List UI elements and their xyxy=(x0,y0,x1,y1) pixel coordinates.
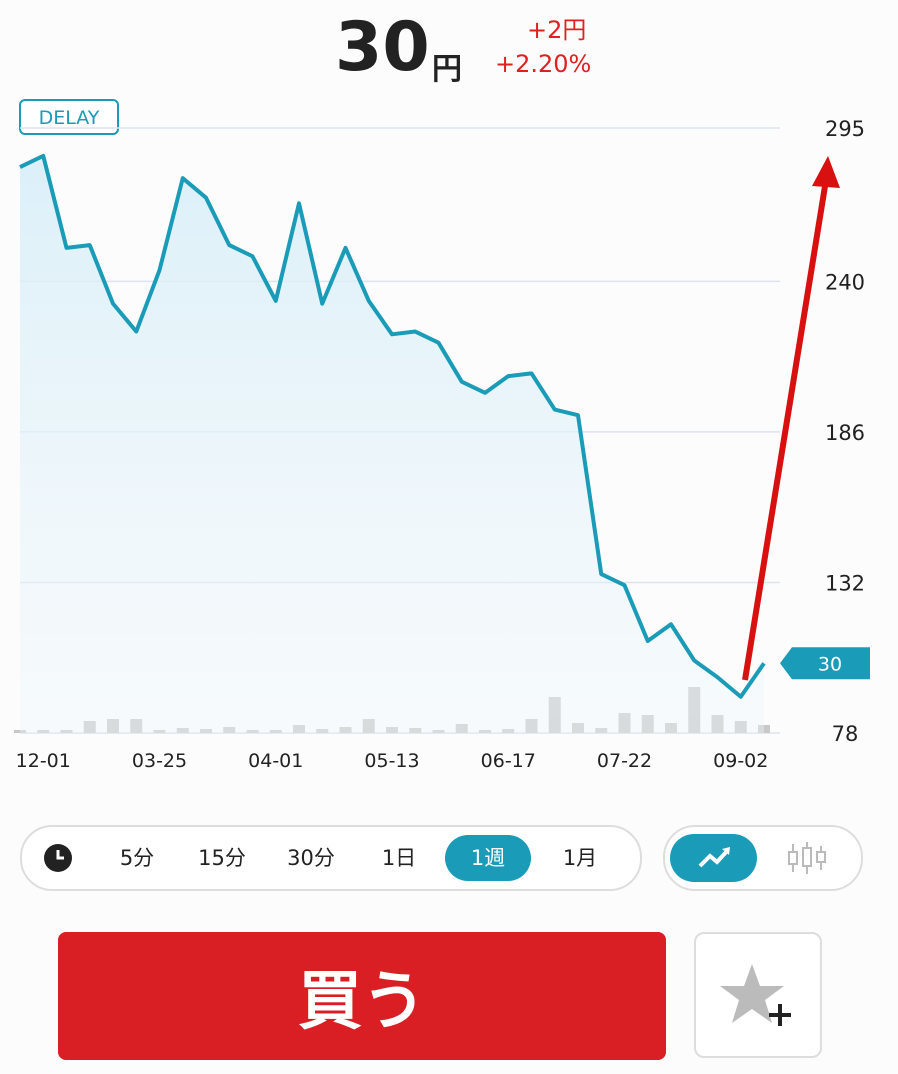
current-tag xyxy=(780,647,870,680)
x-tick-label: 05-13 xyxy=(364,750,419,772)
y-tick-label: 295 xyxy=(825,117,865,141)
x-tick-label: 06-17 xyxy=(481,750,536,772)
price-unit: 円 xyxy=(432,52,462,87)
timeframe-bar xyxy=(20,825,642,891)
price-line xyxy=(19,153,766,699)
timeframe-button[interactable]: 15分 xyxy=(198,846,246,870)
timeframe-button[interactable]: 1日 xyxy=(381,846,417,870)
delay-text: DELAY xyxy=(39,107,100,129)
arrow xyxy=(742,179,829,681)
timeframe-button[interactable]: 5分 xyxy=(119,846,155,870)
y-tick-label: 240 xyxy=(825,270,865,294)
favorite-button[interactable] xyxy=(694,932,822,1058)
y-tick-label: 132 xyxy=(825,571,865,595)
area xyxy=(20,155,764,733)
x-tick-label: 12-01 xyxy=(16,750,71,772)
candle-icon[interactable] xyxy=(785,840,830,876)
delay-badge xyxy=(19,99,119,135)
arrow-head xyxy=(812,156,840,188)
timeframe-button[interactable]: 1週 xyxy=(445,835,531,881)
timeframe-button[interactable]: 30分 xyxy=(287,846,335,870)
chart: DELAY 78 132 186 240 295 30 12-01 03-25 04-01 05-… xyxy=(14,99,870,772)
price-change: +2円 xyxy=(527,16,587,44)
timeframe-button[interactable]: 1月 xyxy=(562,846,598,870)
x-tick-label: 04-01 xyxy=(248,750,303,772)
star-icon xyxy=(720,964,791,1026)
line-chart-button[interactable] xyxy=(670,834,757,882)
x-tick-label: 09-02 xyxy=(713,750,768,772)
clock-icon xyxy=(44,844,72,872)
plot: 78 132 186 240 295 30 12-01 03-25 04-01 05-13 06-1… xyxy=(14,117,870,772)
price-change-pct: +2.20% xyxy=(495,50,592,78)
x-tick-label: 07-22 xyxy=(597,750,652,772)
y-tick-label: 186 xyxy=(825,421,865,445)
y-tick-label: 78 xyxy=(832,722,859,746)
current-label: 30 xyxy=(818,653,842,675)
price: 30 xyxy=(335,8,430,87)
x-tick-label: 03-25 xyxy=(132,750,187,772)
buy-button[interactable]: 買う xyxy=(58,932,666,1060)
line-icon xyxy=(698,847,730,868)
